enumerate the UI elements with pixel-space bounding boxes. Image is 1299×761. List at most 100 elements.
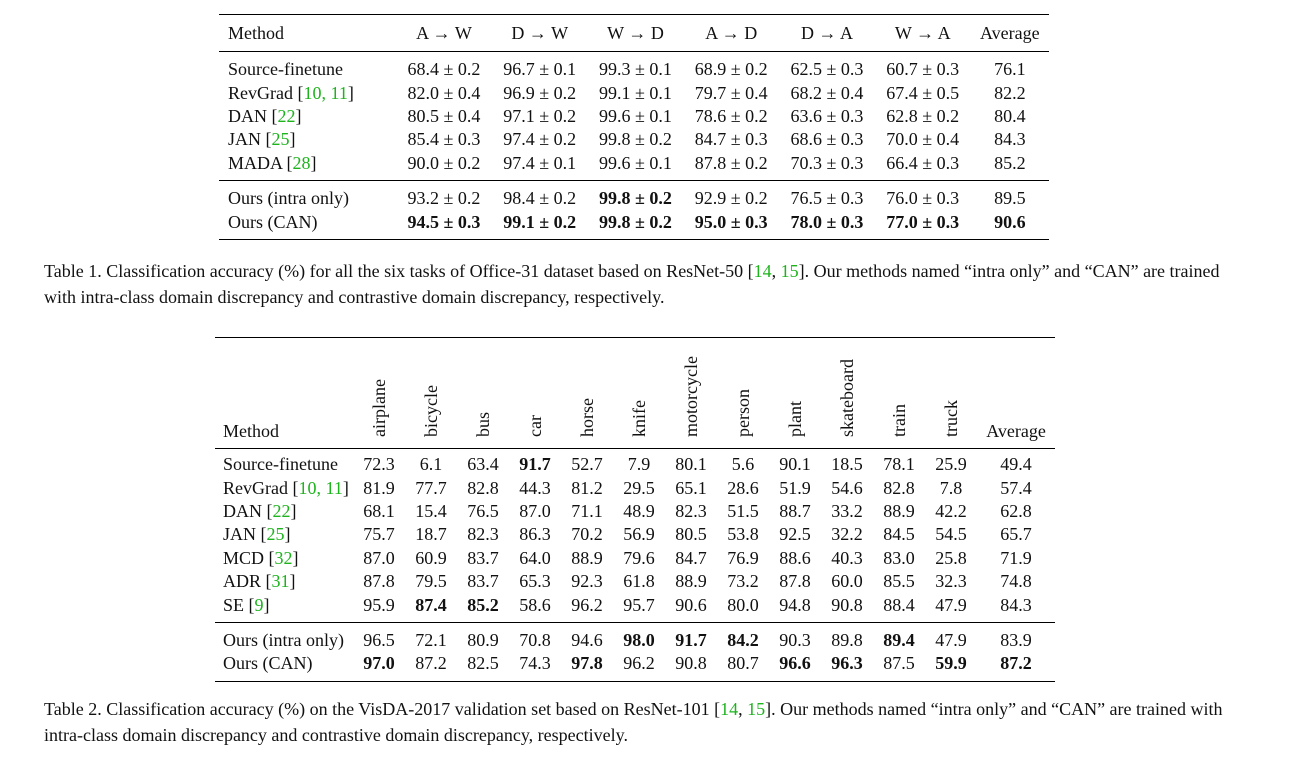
table-row: Ours (intra only) 93.2 ± 0.2 98.4 ± 0.2 99.… [219, 180, 1049, 210]
citation-link[interactable]: 14 [720, 699, 739, 719]
column-header: truck [925, 338, 977, 449]
citation-bracket: ] [292, 547, 299, 568]
table-cell: 25.9 [935, 454, 967, 475]
citation-link[interactable]: 25 [271, 129, 290, 150]
method-name: DAN [22] [215, 500, 353, 523]
table-cell: 97.0 [363, 653, 395, 674]
table-cell: 88.9 [571, 547, 603, 568]
method-name: MADA [28] [219, 152, 396, 181]
method-label: JAN [ [228, 129, 272, 150]
table2-caption: Table 2. Classification accuracy (%) on … [44, 696, 1244, 748]
citation-link[interactable]: 14 [753, 261, 772, 281]
table-cell: 60.0 [831, 571, 863, 592]
table-cell: 82.2 [994, 82, 1026, 103]
method-name: JAN [25] [219, 128, 396, 151]
table-row: JAN [25] 75.7 18.7 82.3 86.3 70.2 56.9 80.5 53.8… [215, 523, 1055, 546]
table-cell: 99.1 ± 0.2 [503, 211, 577, 232]
column-header: car [509, 338, 561, 449]
citation-bracket: ] [289, 571, 296, 592]
citation-bracket: ] [310, 152, 317, 173]
table-cell: 90.3 [779, 629, 811, 650]
table-cell: 90.8 [675, 653, 707, 674]
table-cell: 68.4 ± 0.2 [407, 59, 481, 80]
method-label: Ours (CAN) [223, 653, 313, 674]
table-row: RevGrad [10, 11] 82.0 ± 0.4 96.9 ± 0.2 99.1… [219, 81, 1049, 104]
table-cell: 33.2 [831, 500, 863, 521]
table-cell: 79.6 [623, 547, 655, 568]
table-cell: 42.2 [935, 500, 967, 521]
table-cell: 90.6 [994, 211, 1026, 232]
method-name: ADR [31] [215, 570, 353, 593]
citation-link[interactable]: 22 [277, 105, 296, 126]
table-cell: 82.3 [467, 524, 499, 545]
table-cell: 85.2 [994, 152, 1026, 173]
table-cell: 44.3 [519, 477, 551, 498]
table-cell: 80.5 ± 0.4 [407, 105, 481, 126]
table-row: RevGrad [10, 11] 81.9 77.7 82.8 44.3 81.2 29.5… [215, 476, 1055, 499]
table-cell: 62.8 ± 0.2 [886, 105, 960, 126]
table-cell: 87.2 [415, 653, 447, 674]
citation-link[interactable]: 22 [272, 500, 291, 521]
table-cell: 70.3 ± 0.3 [790, 152, 864, 173]
table-cell: 91.7 [675, 629, 707, 650]
table-cell: 95.0 ± 0.3 [694, 211, 768, 232]
table-cell: 65.3 [519, 571, 551, 592]
table-cell: 85.4 ± 0.3 [407, 129, 481, 150]
citation-link[interactable]: 10, 11 [298, 477, 343, 498]
table1-caption: Table 1. Classification accuracy (%) for… [44, 258, 1244, 310]
citation-link[interactable]: 31 [271, 571, 290, 592]
table-cell: 28.6 [727, 477, 759, 498]
column-header-label: bus [473, 411, 493, 437]
citation-link[interactable]: 9 [254, 594, 264, 615]
table-cell: 70.8 [519, 629, 551, 650]
table-cell: 88.4 [883, 594, 915, 615]
method-label: Source-finetune [228, 59, 343, 80]
table-cell: 96.6 [779, 653, 811, 674]
table-cell: 92.3 [571, 571, 603, 592]
method-header: Method [223, 421, 279, 441]
citation-link[interactable]: 10, 11 [303, 82, 348, 103]
table-cell: 18.7 [415, 524, 447, 545]
table-cell: 82.3 [675, 500, 707, 521]
table-row: JAN [25] 85.4 ± 0.3 97.4 ± 0.2 99.8 ± 0.2 84… [219, 128, 1049, 151]
citation-link[interactable]: 15 [780, 261, 799, 281]
table-cell: 53.8 [727, 524, 759, 545]
table-cell: 18.5 [831, 454, 863, 475]
citation-bracket: ] [289, 129, 296, 150]
column-header: A → W [416, 22, 472, 43]
table-row: ADR [31] 87.8 79.5 83.7 65.3 92.3 61.8 88.9 73.2… [215, 570, 1055, 593]
table-row: Ours (CAN) 97.0 87.2 82.5 74.3 97.8 96.2 90.8 80… [215, 652, 1055, 681]
table-cell: 91.7 [519, 454, 551, 475]
table-cell: 87.8 [363, 571, 395, 592]
table-cell: 7.9 [627, 454, 651, 475]
table-cell: 84.7 [675, 547, 707, 568]
table-row: Source-finetune 68.4 ± 0.2 96.7 ± 0.1 99.3 … [219, 52, 1049, 82]
method-label: Ours (intra only) [223, 629, 344, 650]
method-label: DAN [ [228, 105, 278, 126]
caption-text: ]. Our methods named “intra only” and “C… [44, 261, 1220, 307]
method-name: Ours (intra only) [219, 180, 396, 210]
table-cell: 68.1 [363, 500, 395, 521]
method-label: RevGrad [ [223, 477, 299, 498]
citation-link[interactable]: 32 [274, 547, 293, 568]
table-cell: 76.5 [467, 500, 499, 521]
column-header: motorcycle [665, 338, 717, 449]
table-row: Ours (CAN) 94.5 ± 0.3 99.1 ± 0.2 99.8 ± 0.2… [219, 210, 1049, 239]
table-cell: 54.5 [935, 524, 967, 545]
table-row: MADA [28] 90.0 ± 0.2 97.4 ± 0.1 99.6 ± 0.1 8… [219, 152, 1049, 181]
citation-link[interactable]: 28 [292, 152, 311, 173]
table-row: DAN [22] 80.5 ± 0.4 97.1 ± 0.2 99.6 ± 0.1 78… [219, 105, 1049, 128]
method-label: JAN [ [223, 524, 267, 545]
method-name: RevGrad [10, 11] [219, 81, 396, 104]
column-header: Average [986, 421, 1046, 441]
table-cell: 90.0 ± 0.2 [407, 152, 481, 173]
citation-link[interactable]: 15 [747, 699, 766, 719]
method-label: MCD [ [223, 547, 275, 568]
method-label: RevGrad [ [228, 82, 304, 103]
column-header: D → W [511, 22, 569, 43]
table-cell: 15.4 [415, 500, 447, 521]
citation-link[interactable]: 25 [266, 524, 285, 545]
method-name: Source-finetune [219, 52, 396, 82]
table-cell: 70.0 ± 0.4 [886, 129, 960, 150]
method-name: Ours (intra only) [215, 622, 353, 652]
